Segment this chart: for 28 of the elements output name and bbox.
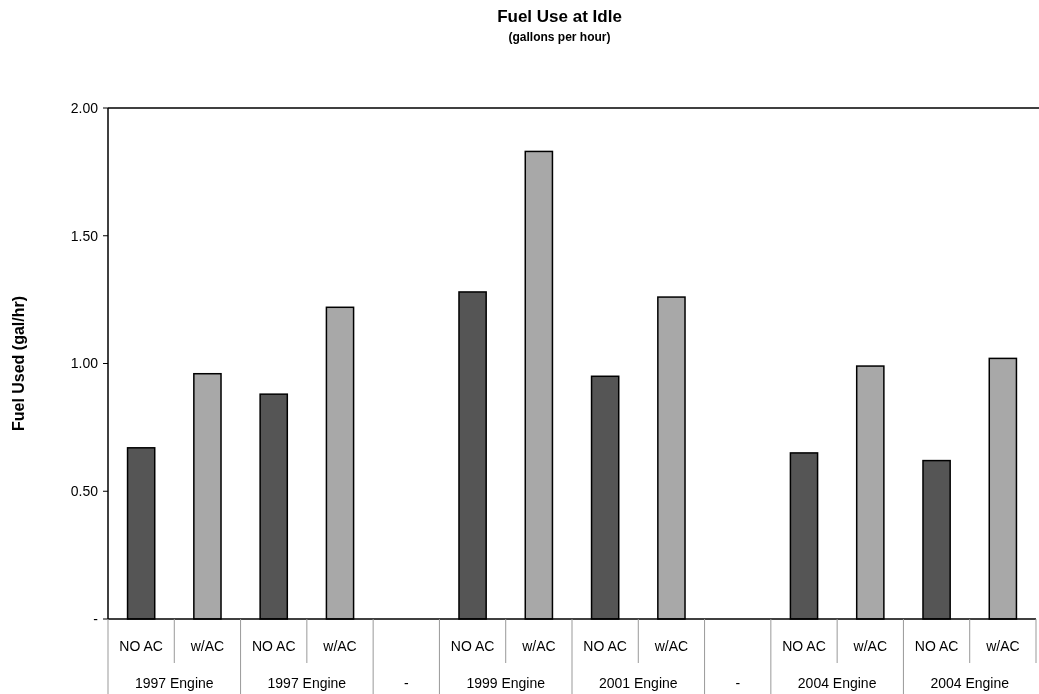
x-tick-label: NO AC xyxy=(583,637,627,654)
x-tick-label: NO AC xyxy=(914,637,959,654)
x-tick-label: NO AC xyxy=(450,637,495,654)
text: 1997 Engine xyxy=(134,674,214,691)
x-tick-label: w/AC xyxy=(189,637,225,654)
x-tick-label: w/AC xyxy=(322,637,357,654)
y-axis-title: Fuel Used (gal/hr) xyxy=(10,295,27,432)
y-tick-label: 1.00 xyxy=(70,355,99,372)
x-tick-label: w/AC xyxy=(852,637,888,654)
x-tick-label: w/AC xyxy=(653,637,689,654)
y-tick-label: 2.00 xyxy=(70,99,99,116)
text: - xyxy=(403,674,409,691)
y-tick-label: 0.50 xyxy=(70,483,99,500)
chart-title: Fuel Use at Idle xyxy=(497,7,622,26)
y-tick-label: 1.50 xyxy=(70,227,99,244)
x-tick-label: w/AC xyxy=(521,637,556,654)
text: 1997 Engine xyxy=(267,674,347,691)
text: - xyxy=(735,674,741,691)
x-tick-label: NO AC xyxy=(251,637,296,654)
text: 2004 Engine xyxy=(797,674,877,691)
chart-subtitle: (gallons per hour) xyxy=(508,30,611,44)
text: 1999 Engine xyxy=(466,674,546,691)
text: 2004 Engine xyxy=(930,674,1010,691)
x-tick-label: w/AC xyxy=(985,637,1020,654)
text: 2001 Engine xyxy=(598,674,678,691)
x-tick-label: NO AC xyxy=(782,637,826,654)
x-tick-label: NO AC xyxy=(119,637,163,654)
y-tick-label: - xyxy=(93,610,99,627)
